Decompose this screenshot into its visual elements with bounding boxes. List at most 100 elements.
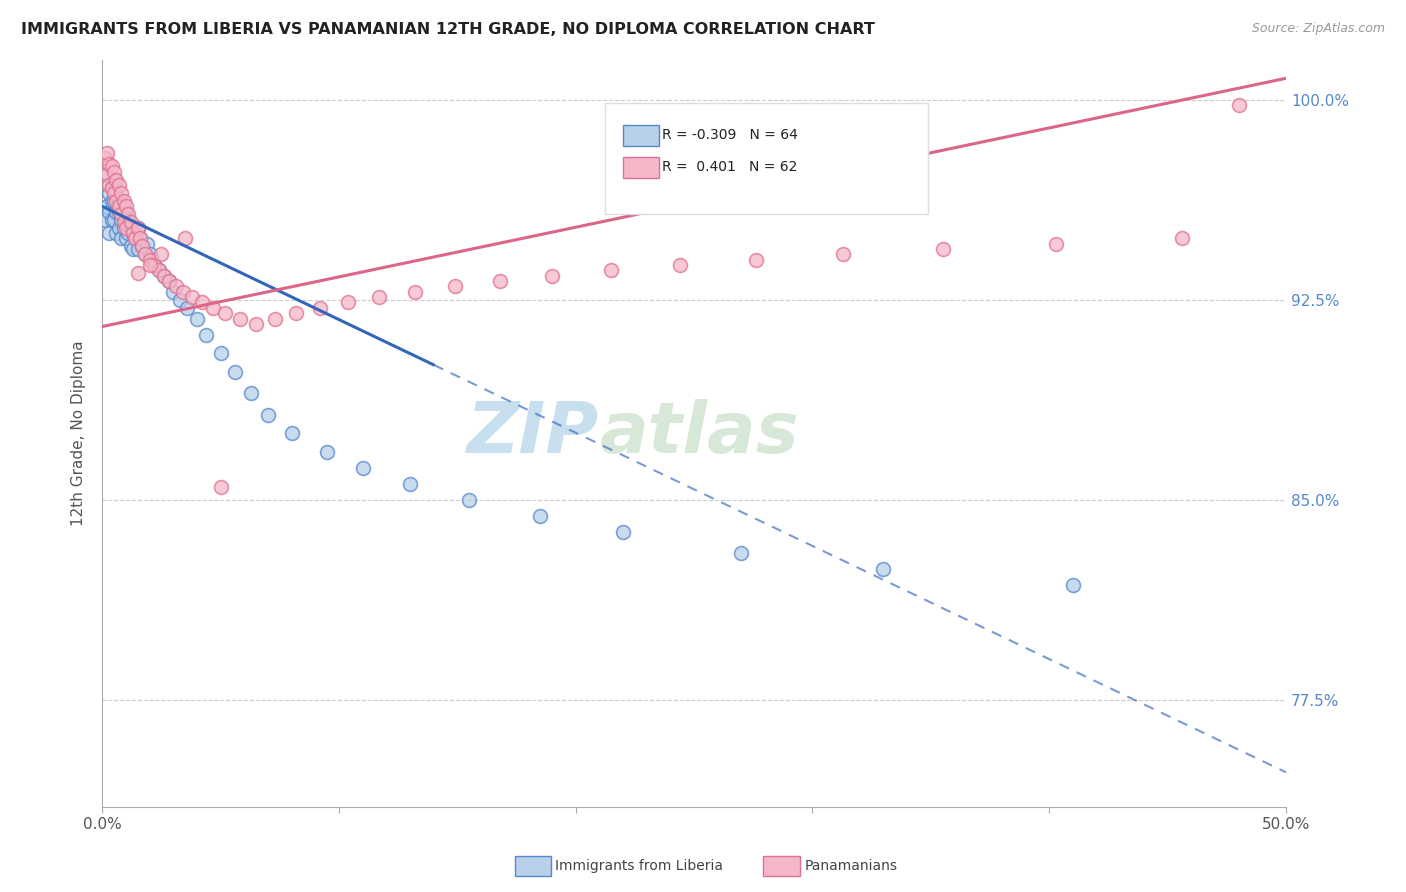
Point bbox=[127, 242, 149, 256]
Point bbox=[110, 199, 132, 213]
Point bbox=[112, 215, 135, 229]
Point bbox=[105, 183, 128, 197]
Point bbox=[669, 258, 692, 272]
Text: Source: ZipAtlas.com: Source: ZipAtlas.com bbox=[1251, 22, 1385, 36]
Point bbox=[186, 311, 208, 326]
Point bbox=[105, 226, 128, 240]
Point bbox=[600, 263, 623, 277]
Point bbox=[96, 167, 118, 181]
Point bbox=[105, 204, 128, 219]
Point bbox=[148, 263, 170, 277]
Y-axis label: 12th Grade, No Diploma: 12th Grade, No Diploma bbox=[72, 341, 86, 526]
Point bbox=[115, 231, 138, 245]
Point bbox=[100, 178, 122, 192]
Point bbox=[285, 306, 308, 320]
Point bbox=[112, 207, 135, 221]
Point bbox=[127, 266, 149, 280]
Point bbox=[832, 247, 855, 261]
Point bbox=[872, 562, 894, 576]
Point bbox=[202, 301, 225, 315]
Point bbox=[115, 204, 138, 219]
Point bbox=[107, 178, 129, 192]
Point bbox=[98, 178, 121, 192]
Point bbox=[214, 306, 236, 320]
Point bbox=[110, 207, 132, 221]
Point bbox=[98, 157, 121, 171]
Point bbox=[195, 327, 218, 342]
Point bbox=[1045, 236, 1067, 251]
Point bbox=[103, 212, 125, 227]
Point bbox=[224, 365, 246, 379]
Point bbox=[117, 212, 139, 227]
Point bbox=[228, 311, 250, 326]
Point bbox=[169, 293, 191, 307]
Point bbox=[103, 194, 125, 208]
Point bbox=[105, 172, 128, 186]
Point bbox=[115, 215, 138, 229]
Point bbox=[100, 212, 122, 227]
Point bbox=[115, 199, 138, 213]
Point bbox=[141, 252, 163, 267]
Point bbox=[352, 461, 374, 475]
Point bbox=[148, 263, 170, 277]
Point bbox=[529, 509, 551, 524]
Point bbox=[117, 207, 139, 221]
Point bbox=[612, 524, 634, 539]
Point bbox=[209, 346, 232, 360]
Text: ZIP: ZIP bbox=[467, 399, 599, 467]
Point bbox=[458, 493, 481, 508]
Point bbox=[107, 204, 129, 219]
Point bbox=[103, 164, 125, 178]
Point bbox=[181, 290, 204, 304]
Point bbox=[103, 186, 125, 200]
Point bbox=[136, 236, 159, 251]
Point bbox=[112, 220, 135, 235]
Point bbox=[157, 274, 180, 288]
Point bbox=[120, 239, 142, 253]
Point bbox=[1062, 578, 1084, 592]
Point bbox=[100, 194, 122, 208]
Point bbox=[152, 268, 174, 283]
Point bbox=[165, 279, 187, 293]
Point bbox=[134, 247, 156, 261]
Point bbox=[120, 220, 142, 235]
Point bbox=[190, 295, 212, 310]
Text: Panamanians: Panamanians bbox=[804, 859, 897, 873]
Point bbox=[100, 180, 122, 194]
Point bbox=[744, 252, 766, 267]
Point bbox=[162, 285, 184, 299]
Point bbox=[120, 215, 142, 229]
Text: R =  0.401   N = 62: R = 0.401 N = 62 bbox=[662, 160, 797, 174]
Text: Immigrants from Liberia: Immigrants from Liberia bbox=[555, 859, 723, 873]
Point bbox=[124, 231, 146, 245]
Point bbox=[134, 247, 156, 261]
Point bbox=[316, 445, 339, 459]
Point bbox=[138, 252, 160, 267]
Point bbox=[103, 172, 125, 186]
Point bbox=[110, 186, 132, 200]
Point bbox=[127, 220, 149, 235]
Point bbox=[150, 247, 173, 261]
Point bbox=[98, 186, 121, 200]
Point bbox=[96, 199, 118, 213]
Point bbox=[122, 226, 145, 240]
Point bbox=[931, 242, 953, 256]
Point bbox=[157, 274, 180, 288]
Point bbox=[309, 301, 332, 315]
Point bbox=[110, 231, 132, 245]
Point bbox=[96, 146, 118, 161]
Point bbox=[174, 231, 197, 245]
Point bbox=[100, 160, 122, 174]
Point bbox=[240, 386, 263, 401]
Text: atlas: atlas bbox=[599, 399, 799, 467]
Point bbox=[115, 220, 138, 235]
Point bbox=[131, 239, 153, 253]
Text: R = -0.309   N = 64: R = -0.309 N = 64 bbox=[662, 128, 799, 142]
Point bbox=[399, 477, 422, 491]
Point bbox=[98, 204, 121, 219]
Point bbox=[245, 317, 267, 331]
Point bbox=[107, 199, 129, 213]
Point bbox=[105, 194, 128, 208]
Point bbox=[138, 247, 160, 261]
Point bbox=[1171, 231, 1194, 245]
